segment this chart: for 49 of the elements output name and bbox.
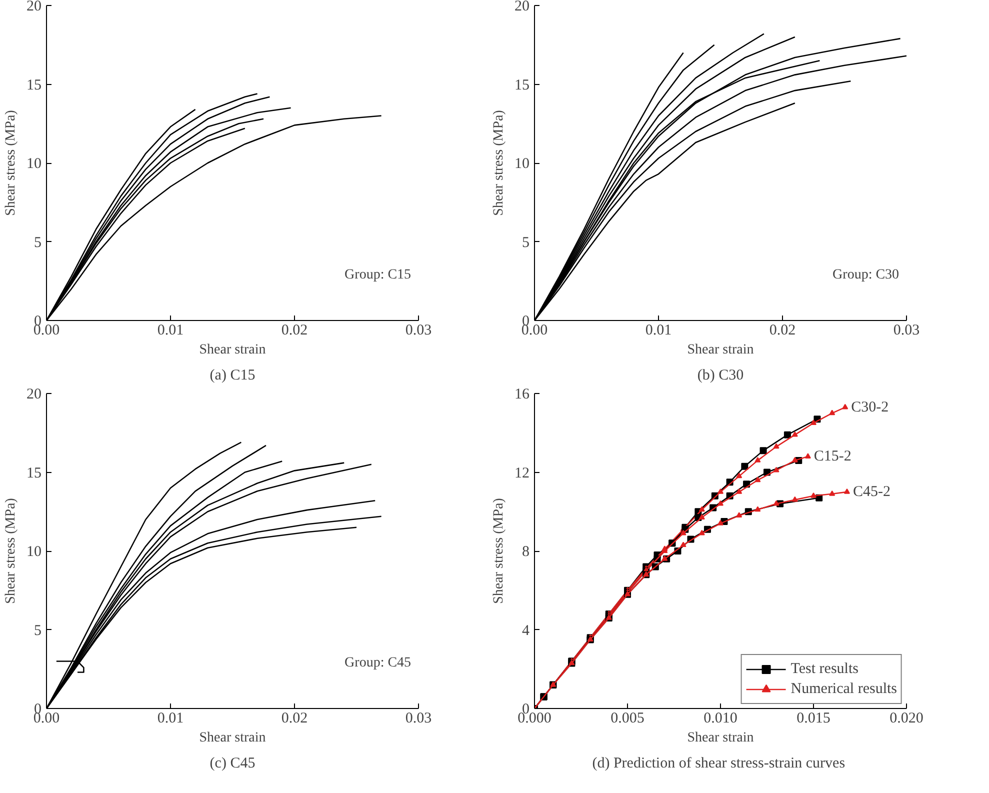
x-tick-label: 0.02	[281, 710, 308, 726]
y-tick-label: 15	[514, 77, 530, 94]
y-axis-title: Shear stress (MPa)	[4, 110, 18, 216]
y-tick-label: 4	[522, 622, 530, 639]
annotation: Group: C45	[344, 656, 412, 671]
y-tick-label: 15	[26, 465, 42, 482]
legend-label: Numerical results	[790, 680, 897, 698]
y-tick-label: 10	[26, 156, 42, 172]
text: (a) C15	[210, 368, 256, 384]
x-axis-title: Shear strain	[199, 342, 266, 358]
y-tick-label: 12	[514, 465, 530, 482]
y-tick-label: 5	[34, 234, 42, 251]
y-tick-label: 20	[26, 386, 42, 402]
annotation: C30-2	[851, 399, 889, 416]
y-tick-label: 10	[514, 156, 530, 172]
y-tick-label: 5	[34, 622, 42, 639]
x-tick-label: 0.02	[281, 322, 308, 338]
x-axis-title: Shear strain	[199, 730, 266, 746]
y-axis-title: Shear stress (MPa)	[4, 498, 18, 604]
x-tick-label: 0.03	[405, 322, 432, 338]
y-axis-title: Shear stress (MPa)	[492, 110, 506, 216]
annotation: C45-2	[852, 484, 890, 500]
legend-label: Test results	[790, 660, 858, 678]
y-tick-label: 20	[514, 0, 530, 14]
text: (d) Prediction of shear stress-strain curves	[592, 756, 846, 772]
text: (b) C30	[697, 368, 744, 384]
y-tick-label: 8	[522, 544, 530, 560]
annotation: C15-2	[814, 448, 852, 464]
y-tick-label: 15	[26, 77, 42, 94]
x-tick-label: 0.015	[796, 710, 830, 726]
x-tick-label: 0.02	[769, 322, 796, 338]
y-tick-label: 16	[514, 386, 530, 402]
x-tick-label: 0.01	[645, 322, 672, 338]
y-tick-label: 10	[26, 544, 42, 560]
x-tick-label: 0.03	[405, 710, 432, 726]
y-tick-label: 20	[26, 0, 42, 14]
x-tick-label: 0.01	[157, 710, 184, 726]
x-axis-title: Shear strain	[687, 342, 754, 358]
x-tick-label: 0.020	[890, 710, 924, 726]
x-tick-label: 0.01	[157, 322, 184, 338]
text: (c) C45	[210, 756, 256, 772]
y-tick-label: 5	[522, 234, 530, 251]
x-tick-label: 0.010	[704, 710, 738, 726]
x-tick-label: 0.005	[610, 710, 644, 726]
x-axis-title: Shear strain	[687, 730, 754, 746]
annotation: Group: C15	[344, 268, 412, 283]
x-tick-label: 0.03	[893, 322, 920, 338]
y-axis-title: Shear stress (MPa)	[492, 498, 506, 604]
annotation: Group: C30	[832, 268, 900, 283]
